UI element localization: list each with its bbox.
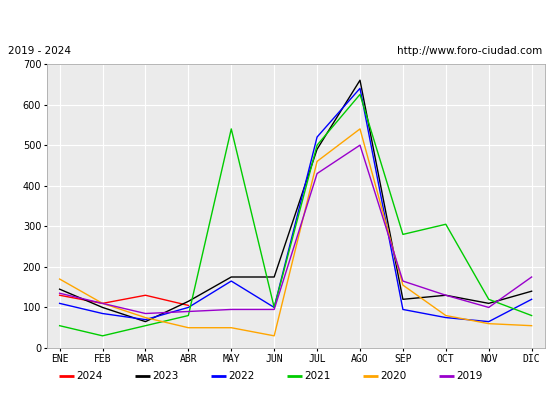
Text: 2021: 2021: [305, 371, 331, 381]
Text: 2020: 2020: [381, 371, 407, 381]
Text: 2024: 2024: [76, 371, 103, 381]
Text: 2022: 2022: [228, 371, 255, 381]
Text: http://www.foro-ciudad.com: http://www.foro-ciudad.com: [397, 46, 542, 56]
Text: 2019 - 2024: 2019 - 2024: [8, 46, 71, 56]
Text: 2023: 2023: [152, 371, 179, 381]
Text: Evolucion Nº Turistas Nacionales en el municipio de Villayón: Evolucion Nº Turistas Nacionales en el m…: [49, 14, 501, 26]
Text: 2019: 2019: [456, 371, 483, 381]
